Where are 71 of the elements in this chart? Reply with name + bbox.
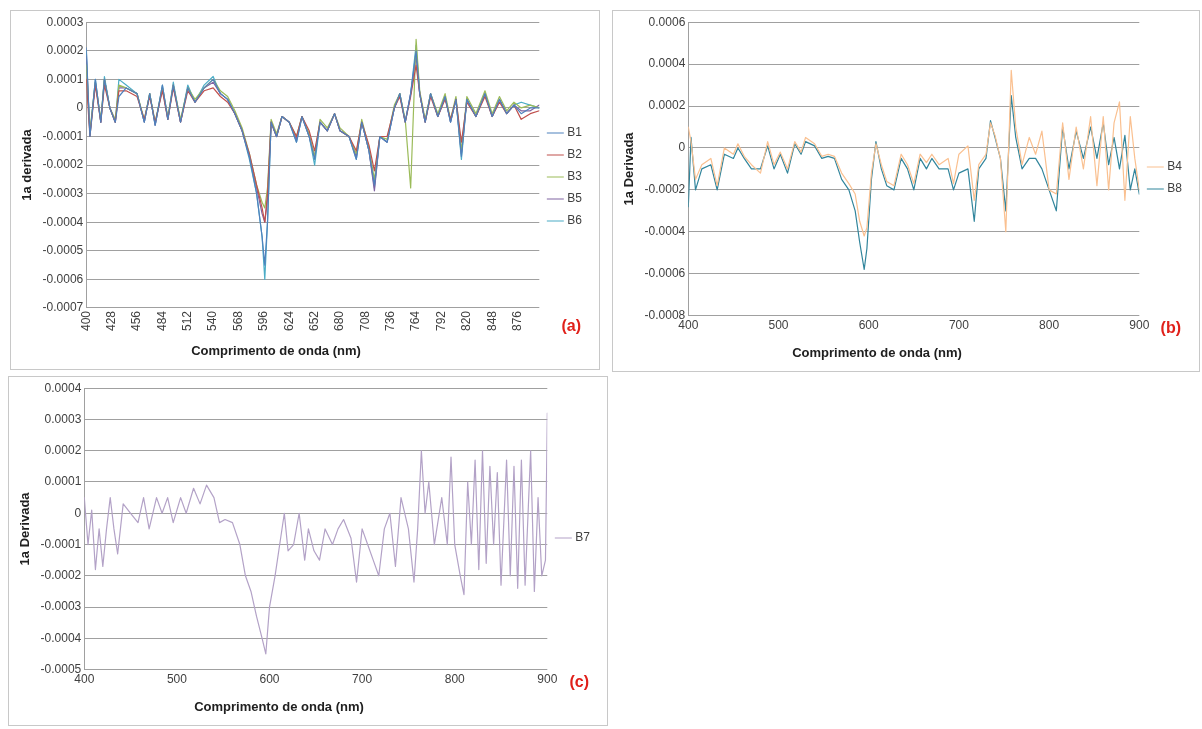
y-tick-label: -0.0004 [42, 214, 84, 229]
x-tick-label: 900 [1129, 318, 1150, 333]
x-axis-title: Comprimento de onda (nm) [190, 343, 362, 358]
x-tick-label: 700 [948, 318, 970, 333]
x-tick-label: 652 [306, 310, 321, 332]
y-tick-label: -0.0001 [40, 536, 82, 551]
legend-label: B3 [567, 169, 583, 184]
x-tick-label: 820 [459, 310, 474, 332]
y-axis-title: 1a Derivada [17, 491, 33, 566]
y-tick-label: 0 [74, 505, 82, 520]
x-tick-label: 800 [1039, 318, 1060, 333]
x-axis-title: Comprimento de onda (nm) [791, 345, 963, 360]
y-tick-label: 0.0003 [44, 411, 82, 426]
text: (a) [561, 317, 581, 335]
y-tick-label: 0.0001 [44, 474, 82, 489]
legend-label: B8 [1167, 181, 1183, 196]
y-tick-label: 0.0002 [44, 443, 82, 458]
x-tick-label: 596 [256, 310, 271, 332]
legend-label: B4 [1167, 159, 1183, 174]
x-tick-label: 456 [129, 310, 144, 332]
x-tick-label: 500 [166, 672, 188, 687]
y-tick-label: -0.0003 [42, 185, 84, 200]
y-tick-label: 0.0002 [648, 98, 686, 113]
y-axis-title: 1a Derivada [621, 131, 637, 206]
x-tick-label: 600 [259, 672, 280, 687]
legend-label: B6 [567, 213, 583, 228]
y-tick-label: -0.0004 [644, 224, 686, 239]
x-tick-label: 540 [205, 310, 220, 332]
x-tick-label: 708 [357, 310, 372, 332]
x-tick-label: 568 [230, 310, 245, 332]
text: (c) [569, 673, 589, 691]
y-axis-title: 1a derivada [19, 128, 35, 201]
x-tick-label: 700 [352, 672, 373, 687]
x-tick-label: 428 [103, 310, 118, 332]
legend-label: B7 [575, 530, 591, 545]
x-tick-label: 500 [768, 318, 789, 333]
y-tick-label: 0.0004 [44, 380, 82, 395]
text: (b) [1160, 319, 1181, 337]
x-tick-label: 600 [858, 318, 880, 333]
x-tick-label: 484 [154, 310, 169, 332]
y-tick-label: 0.0003 [46, 14, 84, 29]
x-tick-label: 848 [484, 310, 499, 332]
x-axis-title: Comprimento de onda (nm) [193, 699, 365, 714]
x-tick-label: 800 [444, 672, 466, 687]
y-tick-label: -0.0006 [644, 266, 686, 280]
x-tick-label: 624 [281, 310, 296, 332]
y-tick-label: 0.0004 [648, 56, 686, 71]
x-tick-label: 764 [408, 310, 423, 332]
legend-label: B5 [567, 191, 583, 206]
y-tick-label: 0.0002 [46, 43, 84, 58]
y-tick-label: 0.0006 [648, 14, 686, 29]
x-tick-label: 512 [180, 310, 195, 332]
y-tick-label: 0 [678, 140, 686, 155]
x-tick-label: 736 [383, 310, 398, 332]
y-tick-label: -0.0003 [40, 599, 82, 614]
x-tick-label: 792 [433, 310, 448, 332]
y-tick-label: -0.0005 [42, 243, 84, 258]
y-tick-label: -0.0004 [40, 630, 82, 645]
x-tick-label: 400 [78, 310, 93, 332]
y-tick-label: 0.0001 [46, 71, 84, 86]
y-tick-label: -0.0002 [644, 182, 686, 197]
x-tick-label: 900 [537, 672, 558, 687]
y-tick-label: -0.0006 [42, 271, 84, 286]
legend-label: B2 [567, 147, 583, 162]
legend-label: B1 [567, 125, 583, 140]
y-tick-label: -0.0001 [42, 128, 84, 143]
x-tick-label: 876 [509, 310, 524, 332]
x-tick-label: 680 [332, 310, 347, 332]
y-tick-label: -0.0002 [40, 568, 82, 583]
y-tick-label: 0 [76, 100, 84, 115]
y-tick-label: -0.0002 [42, 157, 84, 172]
